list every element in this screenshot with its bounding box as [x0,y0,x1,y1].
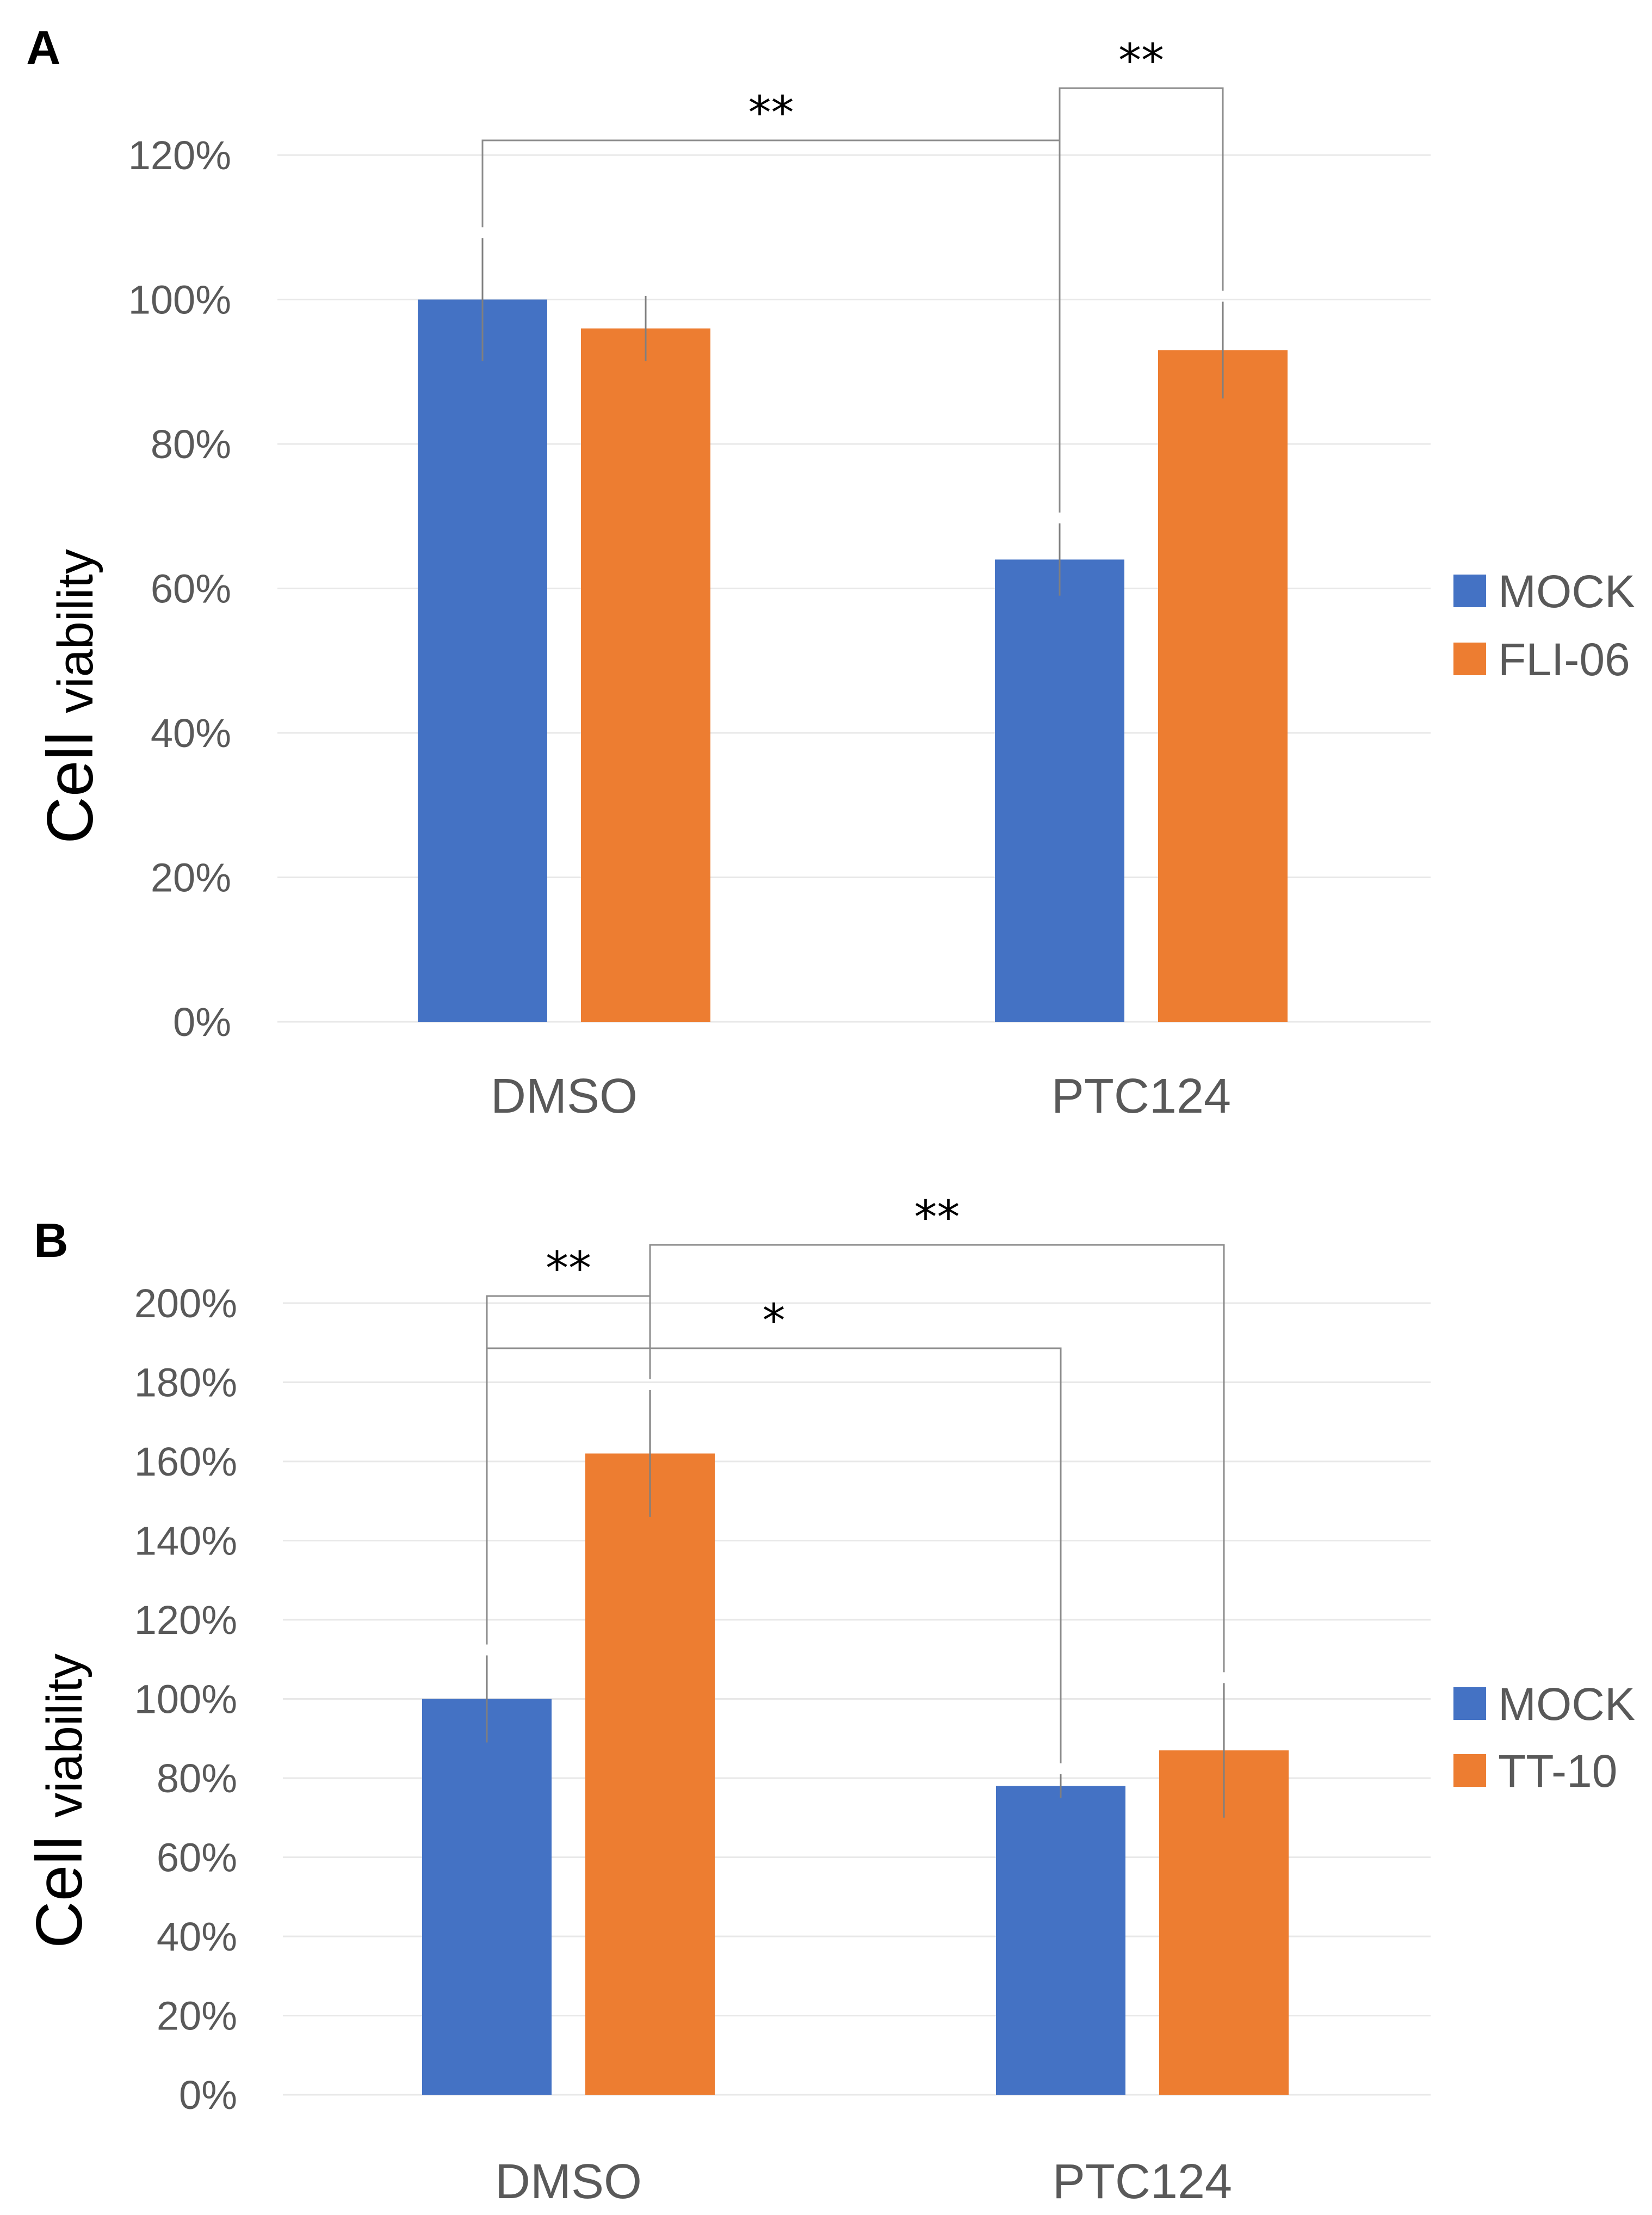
y-tick-label: 60% [157,1835,237,1880]
y-tick-label: 120% [128,133,231,178]
bar-dmso-fli-06 [581,328,710,1022]
bracket-line [481,139,1061,513]
chart-panel-a: A 0% 20% 40% 60% 80% 100% 120% DMSO PTC124 ** ** Cel… [26,21,1635,1124]
y-tick-label: 40% [151,711,231,756]
y-axis-label: Cell viability [23,1653,96,1948]
y-tick-label: 80% [157,1756,237,1801]
significance-bracket: ** [1059,34,1224,513]
y-tick-label: 140% [134,1519,237,1564]
y-tick-label: 120% [134,1597,237,1643]
legend-entry: FLI-06 [1498,634,1630,685]
legend-entry: TT-10 [1498,1745,1617,1797]
legend-entry: MOCK [1498,1679,1635,1730]
legend-swatch [1453,575,1486,607]
chart-panel-b: B 0% 20% 40% 60% 80% 100% 120% 140% 160% 180% 200% D… [23,1190,1635,2209]
legend-swatch [1453,1687,1486,1720]
significance-label: ** [748,86,794,139]
significance-label: ** [546,1242,591,1295]
y-axis-label-main: Cell [23,1818,96,1948]
y-tick-label: 80% [151,422,231,467]
bar-dmso-mock [418,299,547,1022]
y-tick-label: 60% [151,566,231,612]
bar-ptc124-mock [995,559,1124,1022]
y-tick-label: 200% [134,1281,237,1326]
legend-swatch [1453,643,1486,675]
y-tick-label: 100% [134,1677,237,1722]
bar-dmso-tt-10 [585,1453,715,2095]
y-axis-label-sub: viability [37,1653,92,1818]
significance-label: ** [1118,34,1164,87]
bar-dmso-mock [422,1699,552,2095]
bracket-line [1059,87,1224,513]
y-axis-label-sub: viability [48,549,103,713]
significance-label: ** [914,1190,960,1244]
bar-ptc124-mock [996,1786,1125,2095]
panel-letter: A [26,21,61,75]
bracket-line [649,1244,1225,1673]
x-category-label: DMSO [491,1069,638,1124]
significance-bracket: ** [649,1190,1225,1673]
bracket-line [486,1347,1062,1763]
y-tick-label: 100% [128,277,231,323]
y-tick-label: 20% [151,855,231,900]
y-tick-label: 180% [134,1360,237,1405]
legend: MOCK TT-10 [1453,1679,1635,1797]
x-category-label: DMSO [495,2155,642,2209]
y-tick-label: 40% [157,1914,237,1959]
x-category-label: PTC124 [1051,1069,1231,1124]
legend-entry: MOCK [1498,566,1635,617]
y-axis-label-main: Cell [34,713,107,844]
y-tick-label: 0% [179,2072,237,2118]
x-category-label: PTC124 [1053,2155,1232,2209]
y-tick-label: 20% [157,1994,237,2039]
panel-letter: B [34,1213,69,1267]
y-axis-label: Cell viability [34,549,107,844]
y-tick-label: 160% [134,1439,237,1484]
legend: MOCK FLI-06 [1453,566,1635,685]
bar-ptc124-fli-06 [1158,350,1288,1022]
y-tick-label: 0% [173,999,231,1045]
significance-bracket: * [486,1294,1062,1763]
significance-label: * [763,1294,785,1347]
legend-swatch [1453,1754,1486,1787]
